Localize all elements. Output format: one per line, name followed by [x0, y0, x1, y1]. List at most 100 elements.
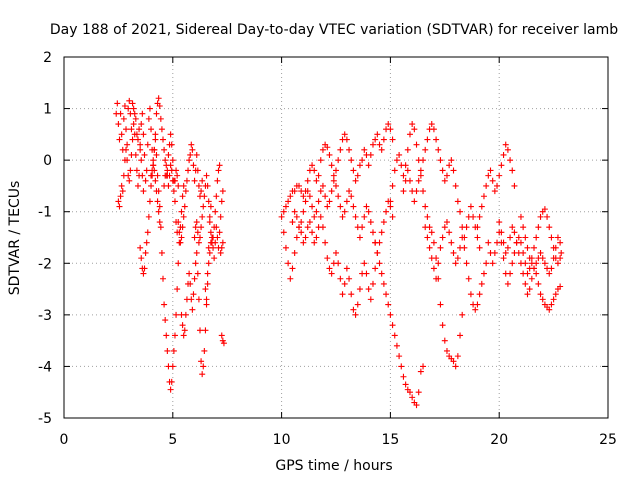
data-point	[148, 172, 155, 179]
data-point	[149, 167, 156, 174]
data-point	[302, 234, 309, 241]
data-point	[178, 208, 185, 215]
data-point	[480, 270, 487, 277]
data-point	[498, 229, 505, 236]
data-point	[175, 260, 182, 267]
data-point	[125, 172, 132, 179]
data-point	[183, 177, 190, 184]
data-point	[413, 141, 420, 148]
data-point	[300, 193, 307, 200]
data-point	[420, 157, 427, 164]
data-point	[446, 162, 453, 169]
data-point	[417, 167, 424, 174]
data-point	[409, 121, 416, 128]
data-point	[457, 208, 464, 215]
y-axis-label: SDTVAR / TECUs	[7, 181, 23, 296]
data-point	[157, 115, 164, 122]
data-point	[333, 249, 339, 256]
data-point	[539, 255, 546, 262]
data-point	[517, 260, 524, 267]
data-point	[168, 378, 175, 385]
chart-title: Day 188 of 2021, Sidereal Day-to-day VTE…	[50, 22, 618, 38]
x-tick-label: 5	[168, 432, 177, 448]
data-point	[422, 146, 429, 153]
data-point	[188, 296, 195, 303]
data-point	[144, 141, 151, 148]
data-point	[328, 188, 335, 195]
data-point	[537, 249, 544, 256]
data-point	[387, 203, 394, 210]
data-point	[207, 203, 214, 210]
data-point	[372, 265, 379, 272]
data-point	[129, 136, 136, 143]
data-point	[406, 389, 413, 396]
data-point	[206, 213, 213, 220]
data-point	[206, 219, 213, 226]
data-point	[378, 146, 385, 153]
data-point	[515, 249, 522, 256]
data-point	[191, 177, 198, 184]
data-point	[148, 126, 155, 133]
data-point	[174, 286, 181, 293]
data-point	[160, 275, 167, 282]
data-point	[341, 131, 348, 138]
data-point	[500, 239, 507, 246]
data-point	[554, 234, 561, 241]
data-point	[140, 270, 147, 277]
data-point	[177, 239, 184, 246]
axis-ticks	[63, 56, 609, 419]
data-point	[173, 311, 180, 318]
data-point	[313, 208, 320, 215]
data-point	[406, 177, 413, 184]
data-point	[465, 275, 472, 282]
data-point	[128, 151, 135, 158]
data-point	[343, 136, 350, 143]
x-tick-label: 25	[599, 432, 617, 448]
data-point	[324, 144, 331, 151]
data-point	[309, 203, 316, 210]
data-point	[346, 275, 353, 282]
data-point	[522, 234, 529, 241]
data-point	[155, 188, 162, 195]
data-point	[439, 234, 446, 241]
data-point	[319, 146, 326, 153]
data-point	[190, 291, 197, 298]
data-point	[195, 296, 202, 303]
x-tick-label: 0	[60, 432, 69, 448]
data-point	[526, 255, 533, 262]
data-point	[142, 177, 149, 184]
data-point	[509, 260, 516, 267]
data-point	[126, 97, 133, 104]
data-point	[511, 229, 518, 236]
data-point	[192, 224, 199, 231]
data-point	[161, 146, 168, 153]
data-point	[393, 157, 400, 164]
data-point	[205, 198, 212, 205]
data-point	[146, 105, 153, 112]
data-point	[173, 167, 180, 174]
data-point	[367, 151, 374, 158]
data-point	[140, 188, 147, 195]
data-point	[157, 224, 164, 231]
data-point	[504, 146, 511, 153]
data-point	[171, 332, 178, 339]
data-point	[337, 275, 344, 282]
data-point	[322, 239, 329, 246]
data-point	[557, 255, 564, 262]
data-point	[387, 311, 394, 318]
data-point	[216, 162, 223, 169]
data-point	[550, 296, 557, 303]
data-point	[296, 182, 303, 189]
data-point	[285, 198, 292, 205]
data-point	[120, 115, 127, 122]
data-point	[380, 219, 387, 226]
data-point	[439, 167, 446, 174]
data-point	[158, 126, 165, 133]
data-point	[557, 283, 564, 290]
data-point	[398, 363, 405, 370]
data-point	[311, 167, 318, 174]
data-point	[387, 126, 394, 133]
data-point	[333, 167, 339, 174]
data-point	[204, 280, 211, 287]
data-point	[190, 162, 197, 169]
